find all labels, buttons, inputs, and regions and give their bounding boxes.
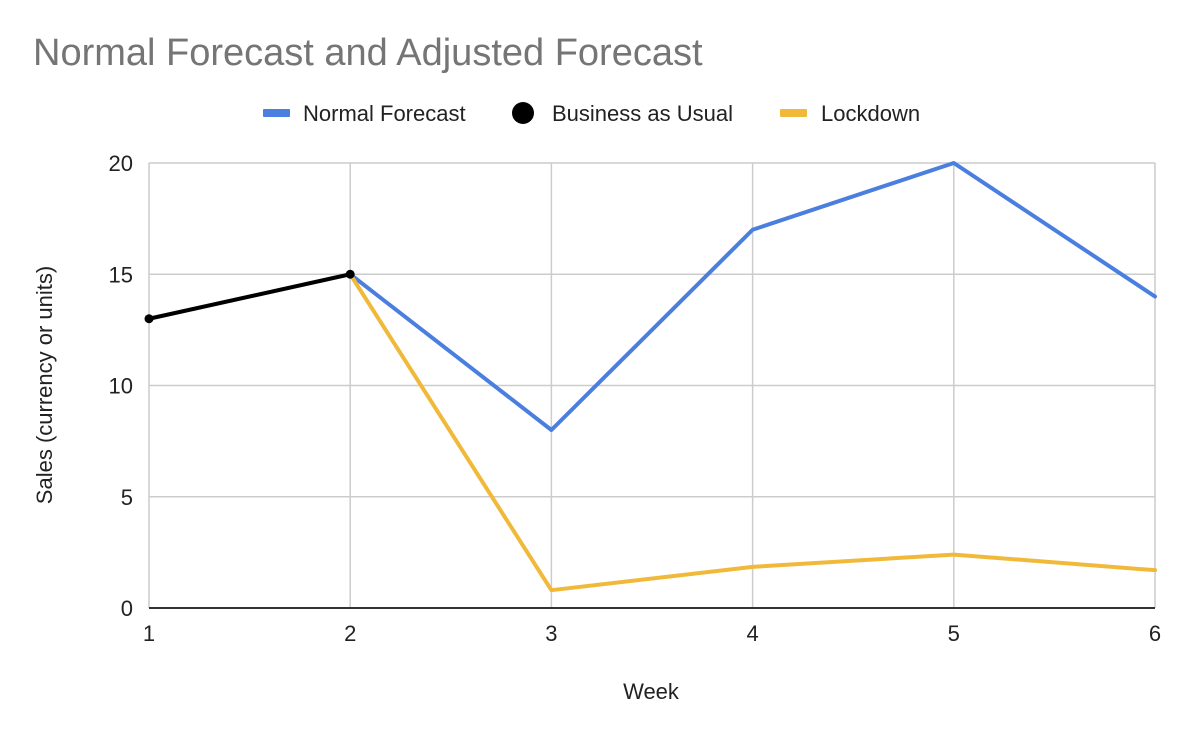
series-line-normal-forecast [348, 161, 1157, 432]
grid-layer [148, 162, 1156, 608]
y-tick-label: 5 [121, 485, 133, 510]
y-tick-label: 15 [109, 262, 133, 287]
y-tick-label: 0 [121, 596, 133, 621]
legend-marker-lockdown [780, 109, 807, 117]
series-line-lockdown [348, 272, 1157, 593]
y-axis-title: Sales (currency or units) [32, 266, 57, 504]
x-tick-label: 4 [746, 621, 758, 646]
y-tick-label: 20 [109, 151, 133, 176]
series-line-business-as-usual [147, 272, 353, 321]
x-tick-label: 5 [948, 621, 960, 646]
axis-layer: 0 5 10 15 20 1 2 3 4 5 6 [109, 151, 1162, 646]
x-axis-title: Week [623, 679, 680, 704]
data-point-business-as-usual [345, 269, 355, 279]
legend-label-business-as-usual: Business as Usual [552, 101, 733, 126]
chart-title: Normal Forecast and Adjusted Forecast [33, 32, 703, 74]
series-layer [144, 161, 1157, 593]
y-tick-label: 10 [109, 374, 133, 399]
x-tick-label: 2 [344, 621, 356, 646]
legend-marker-normal-forecast [263, 109, 290, 117]
x-tick-label: 1 [143, 621, 155, 646]
legend-marker-business-as-usual [512, 102, 534, 124]
x-tick-label: 6 [1149, 621, 1161, 646]
data-point-business-as-usual [144, 314, 154, 324]
legend-label-normal-forecast: Normal Forecast [303, 101, 466, 126]
legend: Normal Forecast Business as Usual Lockdown [263, 101, 920, 126]
legend-label-lockdown: Lockdown [821, 101, 920, 126]
x-tick-label: 3 [545, 621, 557, 646]
